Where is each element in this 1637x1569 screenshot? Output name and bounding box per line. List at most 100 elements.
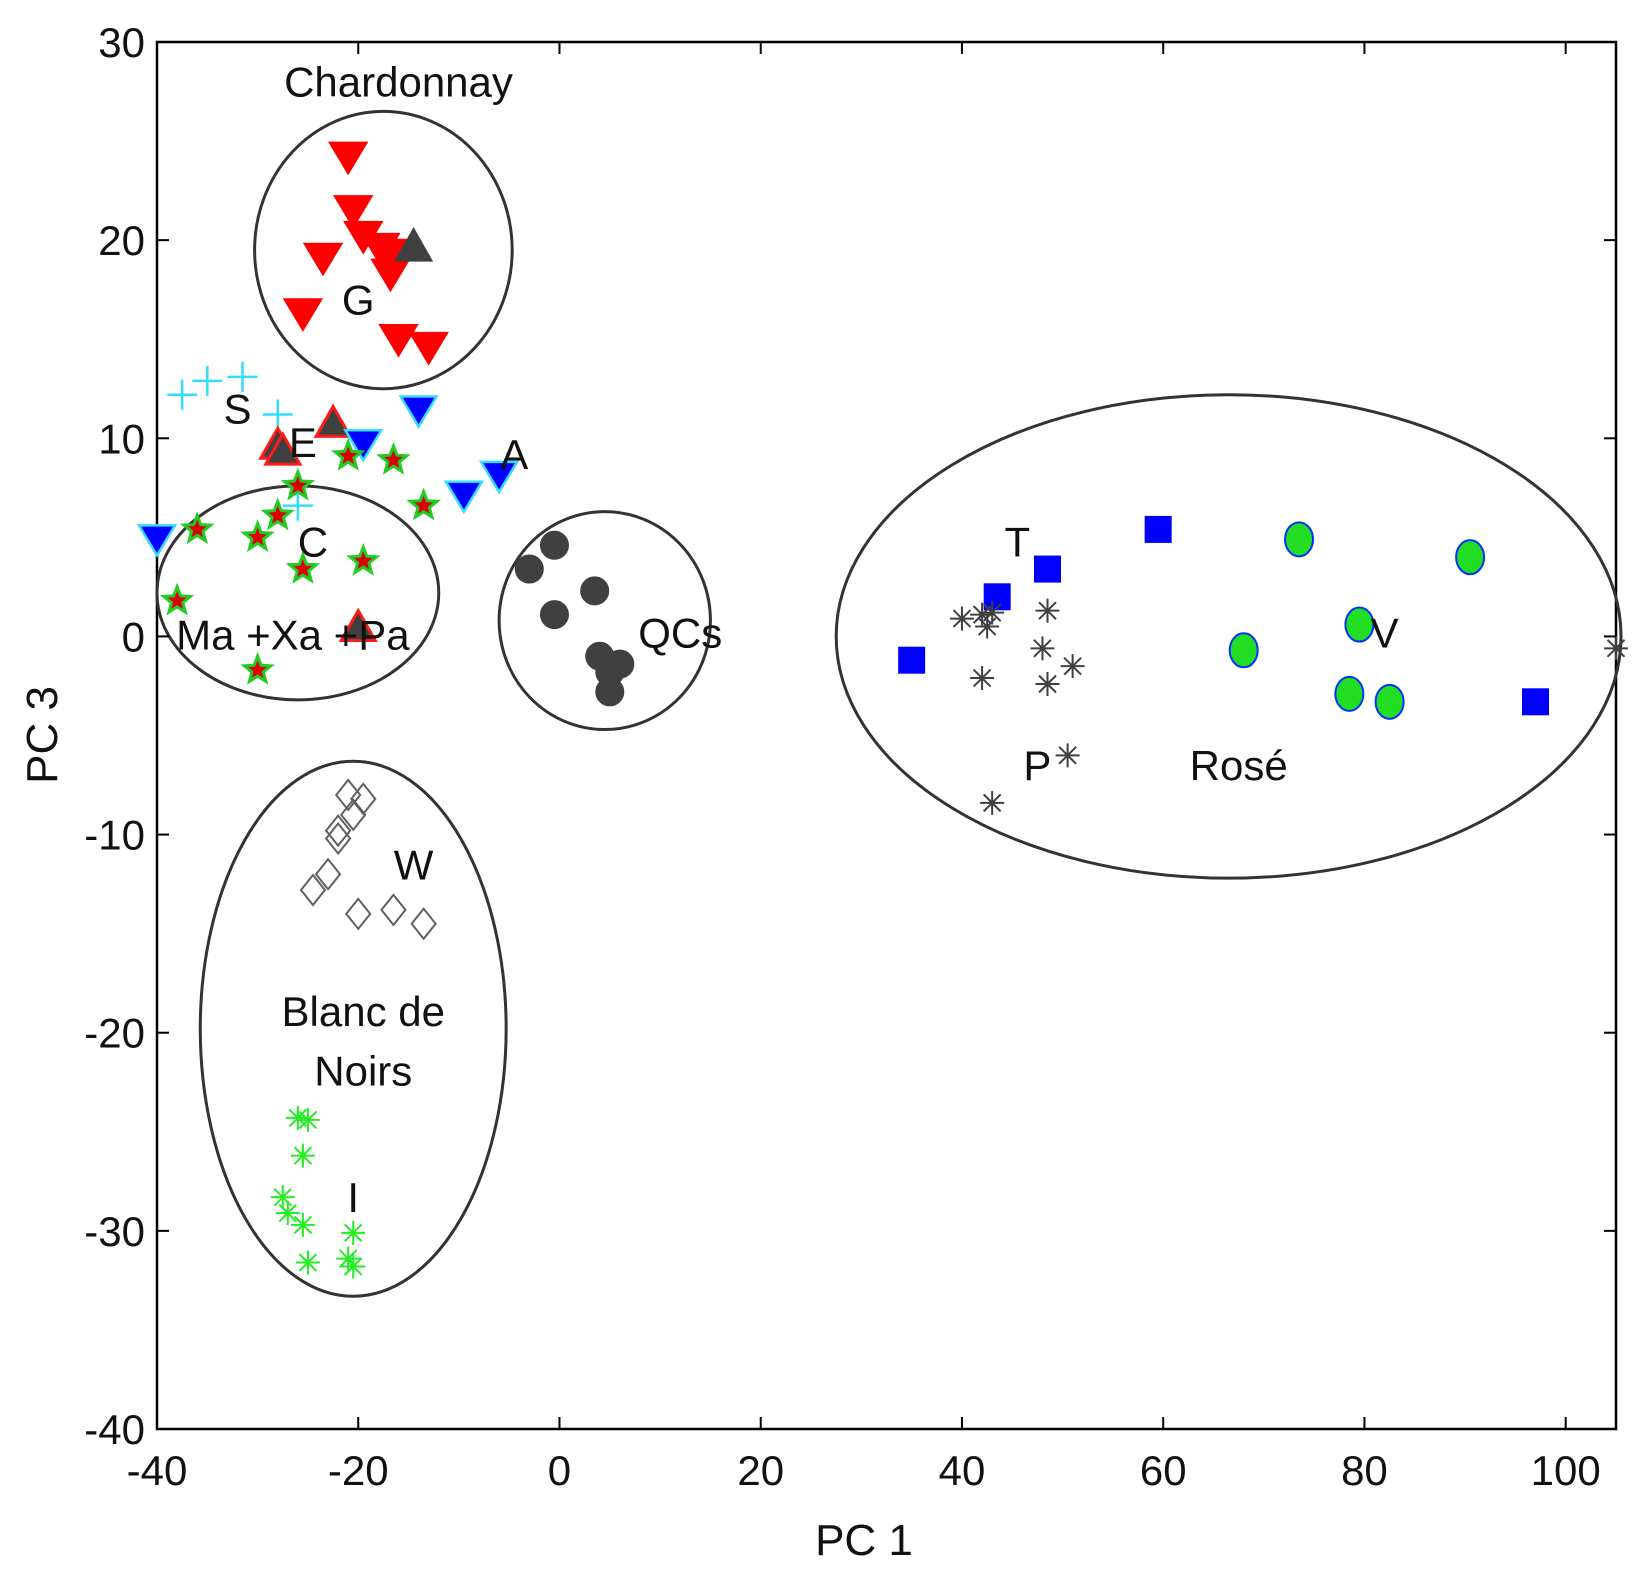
data-point [394, 227, 434, 262]
data-point [1334, 675, 1365, 712]
data-point [333, 195, 374, 229]
data-point [1055, 743, 1080, 768]
x-tick-label: 40 [939, 1447, 986, 1494]
data-point [580, 576, 610, 606]
data-point [1455, 539, 1486, 576]
data-point [410, 907, 437, 941]
data-point [376, 441, 411, 475]
data-point [1035, 598, 1060, 623]
data-point [285, 550, 321, 584]
annotation-label: T [1004, 518, 1030, 565]
y-tick-label: 0 [122, 613, 145, 660]
x-tick-label: 60 [1140, 1447, 1187, 1494]
data-point [514, 554, 544, 584]
data-point [280, 467, 316, 501]
annotation-label: G [342, 277, 375, 324]
cluster-ellipse [198, 759, 508, 1298]
y-tick-label: -10 [84, 812, 145, 859]
data-point [282, 298, 324, 332]
annotation-label: Blanc de [282, 988, 445, 1035]
data-point [970, 666, 995, 691]
x-tick-label: 20 [737, 1447, 784, 1494]
data-point [539, 600, 569, 630]
x-tick-label: 80 [1341, 1447, 1388, 1494]
data-point [949, 606, 974, 631]
data-point [263, 431, 303, 466]
annotation-label: P [1023, 742, 1051, 789]
annotation-label: W [394, 841, 434, 888]
data-point [343, 428, 384, 463]
data-point [167, 379, 198, 410]
data-point [398, 395, 439, 429]
data-point [302, 242, 344, 277]
data-point [179, 511, 215, 545]
axis-ticks: -40 -20 0 20 40 60 80 100 -40 -30 -20 -10 0 10 20 30 [84, 19, 1616, 1494]
x-tick-label: 100 [1531, 1447, 1601, 1494]
data-point [262, 399, 293, 430]
data-point [344, 897, 372, 931]
data-point [338, 607, 378, 643]
data-point [406, 487, 441, 521]
data-point [1060, 654, 1085, 679]
data-point [227, 361, 258, 392]
x-tick-label: -40 [127, 1447, 188, 1494]
plot-frame [155, 40, 1618, 1431]
annotation-label: Noirs [314, 1047, 412, 1094]
data-point [314, 857, 342, 891]
data-point [983, 583, 1011, 611]
data-point [324, 821, 352, 856]
data-point [1344, 606, 1375, 643]
data-point [970, 602, 995, 627]
y-tick-label: -30 [84, 1208, 145, 1255]
data-point [443, 480, 485, 515]
annotation-label: Rosé [1190, 742, 1288, 789]
data-point [260, 497, 296, 531]
data-point [898, 646, 926, 674]
cluster-ellipse [253, 109, 514, 391]
annotation-label: Chardonnay [284, 59, 513, 106]
data-point [408, 331, 449, 366]
data-point [159, 582, 195, 616]
data-point [605, 649, 635, 679]
x-axis-title: PC 1 [815, 1516, 913, 1565]
data-point [478, 460, 520, 495]
y-tick-label: 30 [98, 19, 145, 66]
data-point [313, 403, 353, 438]
x-tick-label: 0 [548, 1447, 571, 1494]
data-point [1374, 683, 1405, 720]
data-points [136, 141, 1628, 1279]
y-tick-label: 20 [98, 217, 145, 264]
data-point [330, 437, 366, 471]
annotation-label: V [1371, 609, 1399, 656]
data-point [980, 790, 1005, 815]
annotation-label: E [289, 419, 317, 466]
y-tick-label: -20 [84, 1010, 145, 1057]
data-point [299, 873, 327, 907]
data-point [290, 1143, 315, 1168]
data-point [240, 519, 275, 553]
data-point [595, 677, 625, 707]
data-point [1030, 636, 1055, 661]
y-tick-label: -40 [84, 1406, 145, 1453]
data-point [370, 258, 411, 293]
cluster-ellipse [497, 510, 712, 732]
annotation-label: A [500, 431, 528, 478]
data-point [282, 490, 313, 521]
data-point [341, 1220, 366, 1245]
data-point [285, 1105, 310, 1130]
data-point [975, 614, 1000, 639]
data-point [240, 651, 275, 685]
data-point [1228, 632, 1259, 669]
annotations: Chardonnay G SE A C Ma +Xa +Pa QCs T V P Rosé W Blan… [176, 59, 1398, 1222]
data-point [1144, 515, 1172, 543]
cluster-ellipse [834, 393, 1623, 880]
data-point [336, 1246, 361, 1271]
data-point [1033, 555, 1061, 583]
data-point [1522, 688, 1550, 716]
data-point [378, 323, 419, 358]
y-axis-title: PC 3 [18, 686, 67, 784]
data-point [290, 1212, 315, 1237]
data-point [980, 600, 1005, 625]
data-point [324, 814, 352, 848]
